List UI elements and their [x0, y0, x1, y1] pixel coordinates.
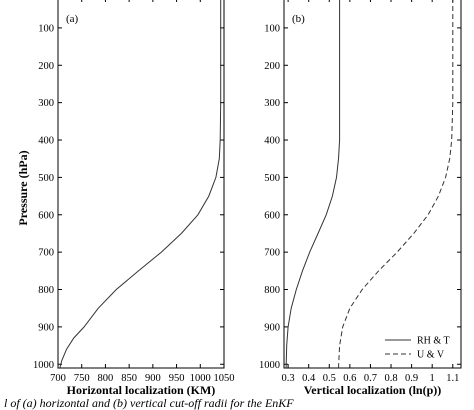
series-line-1: [285, 0, 341, 369]
x-tick-label: 1050: [214, 373, 235, 384]
y-tick-label: 600: [264, 210, 280, 221]
y-tick-label: 100: [38, 23, 54, 34]
panel-label: (a): [66, 13, 79, 25]
y-tick-label: 800: [264, 285, 280, 296]
x-tick-label: 1000: [190, 373, 211, 384]
x-tick-label: 0.9: [405, 373, 418, 384]
legend-label: RH & T: [417, 336, 450, 347]
y-tick-label: 800: [38, 285, 54, 296]
series-line-1: [59, 0, 222, 369]
y-tick-label: 900: [264, 322, 280, 333]
y-tick-label: 1000: [33, 360, 54, 371]
y-tick-label: 300: [264, 98, 280, 109]
x-tick-label: 800: [98, 373, 114, 384]
x-tick-label: 700: [50, 373, 66, 384]
panel-label: (b): [292, 13, 305, 25]
y-tick-label: 100: [264, 23, 280, 34]
x-tick-label: 950: [169, 373, 185, 384]
figure-caption: l of (a) horizontal and (b) vertical cut…: [4, 396, 294, 410]
x-tick-label: 0.4: [302, 373, 316, 384]
panel-a: 100 200 300 400 500 600 700 800 900 1000 700 750 800…: [16, 0, 235, 397]
x-tick-label: 0.3: [282, 373, 295, 384]
y-tick-label: 300: [38, 98, 54, 109]
y-tick-label: 400: [38, 136, 54, 147]
x-tick-label: 750: [74, 373, 90, 384]
x-tick-label: 900: [145, 373, 161, 384]
y-tick-label: 1000: [259, 360, 280, 371]
plot-frame: [283, 0, 462, 369]
y-tick-label: 900: [38, 322, 54, 333]
x-tick-label: 0.8: [384, 373, 397, 384]
y-axis-label: Pressure (hPa): [16, 150, 30, 225]
x-tick-label: 0.7: [364, 373, 377, 384]
plot-frame: [57, 0, 225, 369]
y-tick-label: 400: [264, 136, 280, 147]
x-tick-label: 1.1: [446, 373, 459, 384]
x-tick-label: 850: [121, 373, 137, 384]
series-line-2: [338, 0, 454, 369]
y-tick-label: 500: [38, 173, 54, 184]
x-tick-label: 1: [430, 373, 435, 384]
y-tick-label: 700: [38, 248, 54, 259]
x-tick-label: 0.6: [343, 373, 356, 384]
x-tick-label: 0.5: [323, 373, 336, 384]
legend-label: U & V: [417, 350, 445, 361]
x-axis-label: Horizontal localization (KM): [67, 383, 216, 397]
y-tick-label: 200: [38, 61, 54, 72]
y-tick-label: 700: [264, 248, 280, 259]
y-tick-label: 600: [38, 210, 54, 221]
y-tick-label: 500: [264, 173, 280, 184]
x-axis-label: Vertical localization (ln(p)): [304, 383, 442, 397]
y-tick-label: 200: [264, 61, 280, 72]
